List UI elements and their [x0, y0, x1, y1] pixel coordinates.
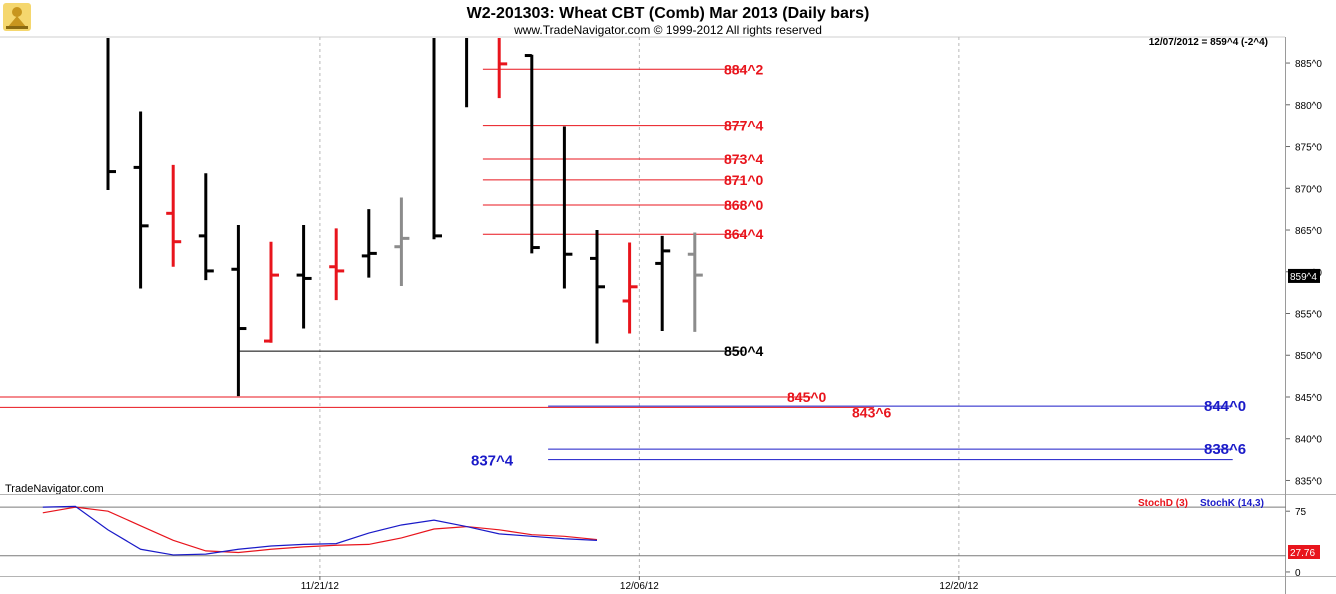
vertical-gridlines	[319, 37, 960, 576]
price-levels: 884^2 877^4 873^4 871^0 868^0 864^4 850^4 845^0…	[0, 61, 1246, 470]
ohlc-bar-19	[687, 232, 703, 332]
stoch-line-k	[42, 505, 598, 556]
ohlc-bar-10	[394, 197, 410, 286]
stochastic-panel: StochD (3) StochK (14,3) 75 0 27.76	[0, 498, 1320, 579]
price-y-axis[interactable]: 835^0840^0845^0850^0855^0860^0865^0870^0…	[1286, 59, 1322, 487]
legend-stochd: StochD (3)	[1138, 498, 1188, 509]
trade-navigator-logo-icon[interactable]	[3, 3, 31, 31]
ohlc-bar-15	[562, 126, 573, 289]
ohlc-bar-2	[133, 111, 149, 289]
xtick-label-1: 12/06/12	[620, 581, 659, 592]
stoch-ytick-label-1: 0	[1295, 568, 1301, 579]
level-label-871-0: 871^0	[724, 172, 764, 188]
ohlc-bar-1	[106, 38, 116, 190]
stoch-last-value-box	[1288, 545, 1320, 559]
level-label-843-6: 843^6	[852, 404, 892, 420]
ytick-label-10: 885^0	[1295, 59, 1322, 70]
ohlc-bar-17	[622, 242, 638, 334]
level-label-877-4: 877^4	[724, 118, 764, 134]
date-x-axis[interactable]: 11/21/12 12/06/12 12/20/12	[301, 576, 979, 592]
ytick-label-1: 840^0	[1295, 435, 1322, 446]
ohlc-bar-18	[655, 235, 671, 332]
copyright-subtitle: www.TradeNavigator.com © 1999-2012 All r…	[513, 23, 822, 37]
ohlc-bar-13	[497, 38, 508, 99]
ohlc-bar-14	[524, 54, 540, 254]
ohlc-bar-11	[432, 38, 442, 240]
ytick-label-0: 835^0	[1295, 476, 1322, 487]
chart-title: W2-201303: Wheat CBT (Comb) Mar 2013 (Da…	[467, 5, 870, 22]
ohlc-bar-6	[264, 241, 279, 343]
legend-stochk: StochK (14,3)	[1200, 498, 1264, 509]
ytick-label-6: 865^0	[1295, 226, 1322, 237]
level-label-868-0: 868^0	[724, 197, 764, 213]
stoch-ytick-label-0: 75	[1295, 507, 1307, 518]
level-label-884-2: 884^2	[724, 61, 764, 77]
stoch-last-value-label: 27.76	[1290, 548, 1315, 559]
ohlc-bar-4	[198, 173, 214, 281]
ohlc-bar-3	[166, 164, 182, 267]
ohlc-bar-7	[296, 225, 312, 329]
ohlc-bar-5	[231, 225, 247, 397]
last-price-box	[1288, 268, 1320, 283]
level-label-838-6: 838^6	[1204, 441, 1246, 458]
level-label-837-4: 837^4	[471, 453, 514, 470]
ohlc-bar-16	[590, 230, 605, 344]
ytick-label-8: 875^0	[1295, 143, 1322, 154]
ytick-label-3: 850^0	[1295, 351, 1322, 362]
level-label-850-4: 850^4	[724, 343, 764, 359]
level-label-873-4: 873^4	[724, 151, 764, 167]
level-label-845-0: 845^0	[787, 389, 827, 405]
level-label-844-0: 844^0	[1204, 398, 1246, 415]
ohlc-bar-9	[361, 209, 377, 278]
ohlc-bars	[106, 38, 703, 397]
ytick-label-4: 855^0	[1295, 310, 1322, 321]
ohlc-bar-8	[329, 228, 345, 301]
stoch-line-d	[42, 506, 598, 554]
xtick-label-0: 11/21/12	[301, 581, 340, 592]
level-label-864-4: 864^4	[724, 226, 764, 242]
xtick-label-2: 12/20/12	[939, 581, 978, 592]
ytick-label-2: 845^0	[1295, 393, 1322, 404]
brand-watermark: TradeNavigator.com	[5, 483, 104, 495]
last-price-info: 12/07/2012 = 859^4 (-2^4)	[1149, 37, 1268, 48]
ytick-label-9: 880^0	[1295, 101, 1322, 112]
last-price-label: 859^4	[1290, 272, 1317, 283]
ytick-label-7: 870^0	[1295, 184, 1322, 195]
